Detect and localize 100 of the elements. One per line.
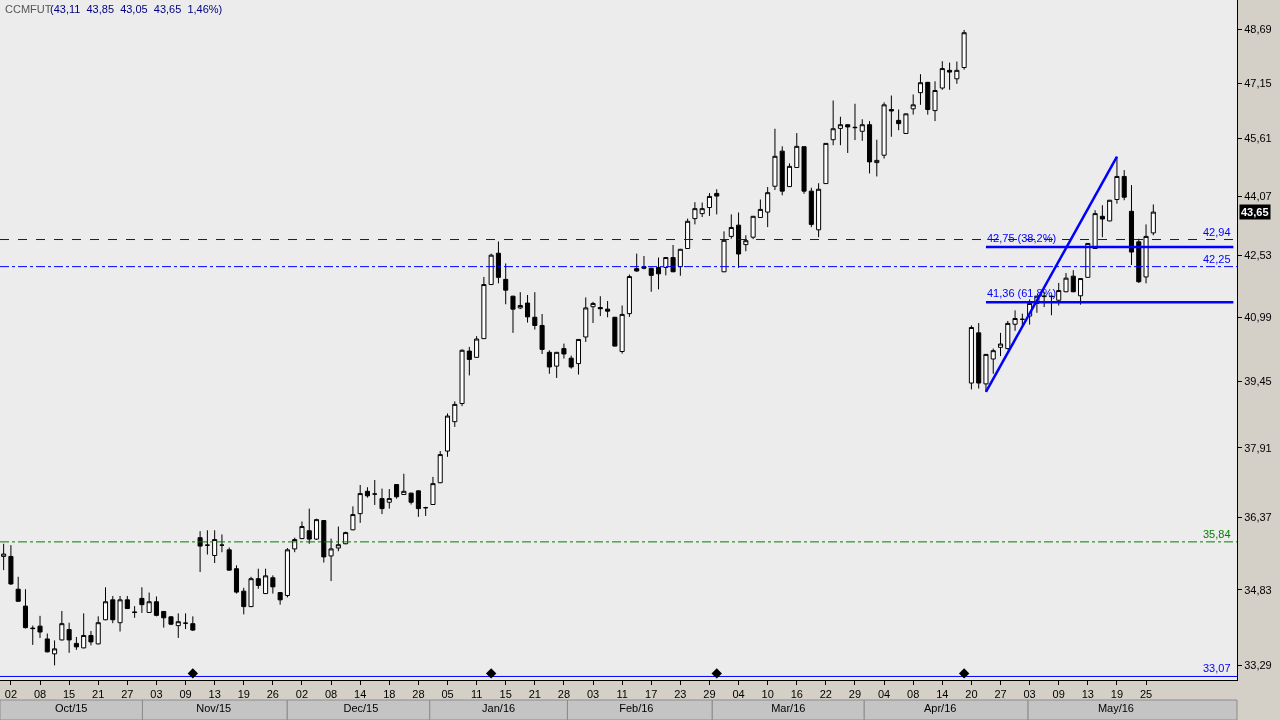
candlestick [605,300,611,318]
x2-tick-label: May/16 [1097,702,1134,714]
x-tick-label: 04 [732,688,745,701]
x-tick-label: 08 [907,688,920,701]
candlestick [168,615,174,626]
candlestick [88,630,94,646]
candlestick [284,547,290,598]
candlestick [954,61,960,85]
candlestick [961,29,967,71]
candlestick [437,450,443,484]
x-tick-label: 05 [441,688,454,701]
x-tick-label: 17 [645,688,658,701]
candlestick [379,488,385,515]
candlestick [554,351,560,379]
candlestick [765,186,771,228]
candlestick [1019,313,1025,326]
y-tick-label: 45,61 [1244,132,1272,145]
candlestick [364,486,370,499]
x-tick-label: 18 [383,688,396,701]
candlestick [219,533,225,553]
candlestick [983,353,989,393]
x2-tick-label: Feb/16 [619,702,654,714]
candlestick [1056,282,1062,306]
x-tick-label: 14 [936,688,949,701]
candlestick [801,145,807,195]
x-tick-label: 08 [33,688,47,701]
candlestick [81,612,87,649]
x-tick-label: 19 [237,688,250,701]
candlestick [1063,272,1069,293]
candlestick [394,483,400,500]
candlestick [830,100,836,146]
candlestick [22,588,29,630]
candlestick [226,547,232,572]
x-tick-label: 29 [703,688,716,701]
y-tick-label: 34,83 [1244,583,1272,596]
y-tick-label: 44,07 [1244,189,1272,202]
candlestick [1121,169,1127,201]
x-tick-label: 14 [354,688,367,701]
x-tick-label: 20 [965,688,978,701]
candlestick [430,476,436,506]
x-tick-label: 11 [616,688,628,701]
candlestick [37,615,43,639]
y-tick-label: 37,91 [1244,441,1272,454]
candlestick [670,244,676,273]
candlestick [917,73,924,106]
candlestick [495,240,501,284]
candlestick [328,538,334,582]
candlestick [503,262,509,305]
candlestick [386,488,392,510]
candlestick [968,324,974,390]
candlestick [255,568,261,590]
x2-tick-label: Mar/16 [771,702,806,714]
candlestick [867,120,873,174]
candlestick [939,60,945,91]
x-tick-label: 25 [1139,688,1153,701]
x-tick-label: 23 [674,688,687,701]
x-tick-label: 13 [1081,688,1094,701]
candlestick [175,612,181,639]
candlestick [161,610,167,629]
x-tick-label: 28 [412,688,425,701]
candlestick [1078,277,1084,306]
candlestick [685,218,691,250]
candlestick [306,508,312,545]
candlestick [95,615,101,645]
candlestick [932,80,938,122]
x-tick-label: 28 [557,688,571,701]
chart-title: CCMFUT [5,3,52,15]
candlestick [663,256,669,276]
candlestick [794,132,800,169]
ref-line-label: 42,25 [1203,253,1231,265]
candlestick [736,211,742,269]
candlestick [1099,204,1105,238]
x2-tick-label: Oct/15 [55,702,88,714]
x-tick-label: 08 [324,688,338,701]
candlestick [706,192,712,217]
chart-subtitle: (43,11 43,85 43,05 43,65 1,46%) [50,3,223,15]
candlestick [459,348,465,407]
candlestick [15,576,21,603]
x-tick-label: 03 [586,688,600,701]
candlestick [30,625,36,646]
candlestick [372,479,378,506]
y-tick-label: 42,53 [1244,249,1272,262]
candlestick [124,595,130,610]
candlestick [590,301,596,324]
candlestick [881,101,887,160]
candlestick [677,248,683,277]
candlestick [925,81,931,116]
text: 43,65 [1241,206,1269,218]
candlestick [299,520,305,540]
candlestick [997,332,1004,357]
y-tick-label: 48,69 [1244,23,1272,36]
candlestick [444,412,451,458]
candlestick [1150,203,1156,236]
candlestick [750,215,756,240]
y-tick-label: 47,15 [1244,76,1272,89]
candlestick [204,529,210,556]
candlestick [474,335,480,359]
candlestick [117,595,123,633]
x-tick-label: 21 [92,688,105,701]
y-tick-label: 36,37 [1244,511,1272,524]
